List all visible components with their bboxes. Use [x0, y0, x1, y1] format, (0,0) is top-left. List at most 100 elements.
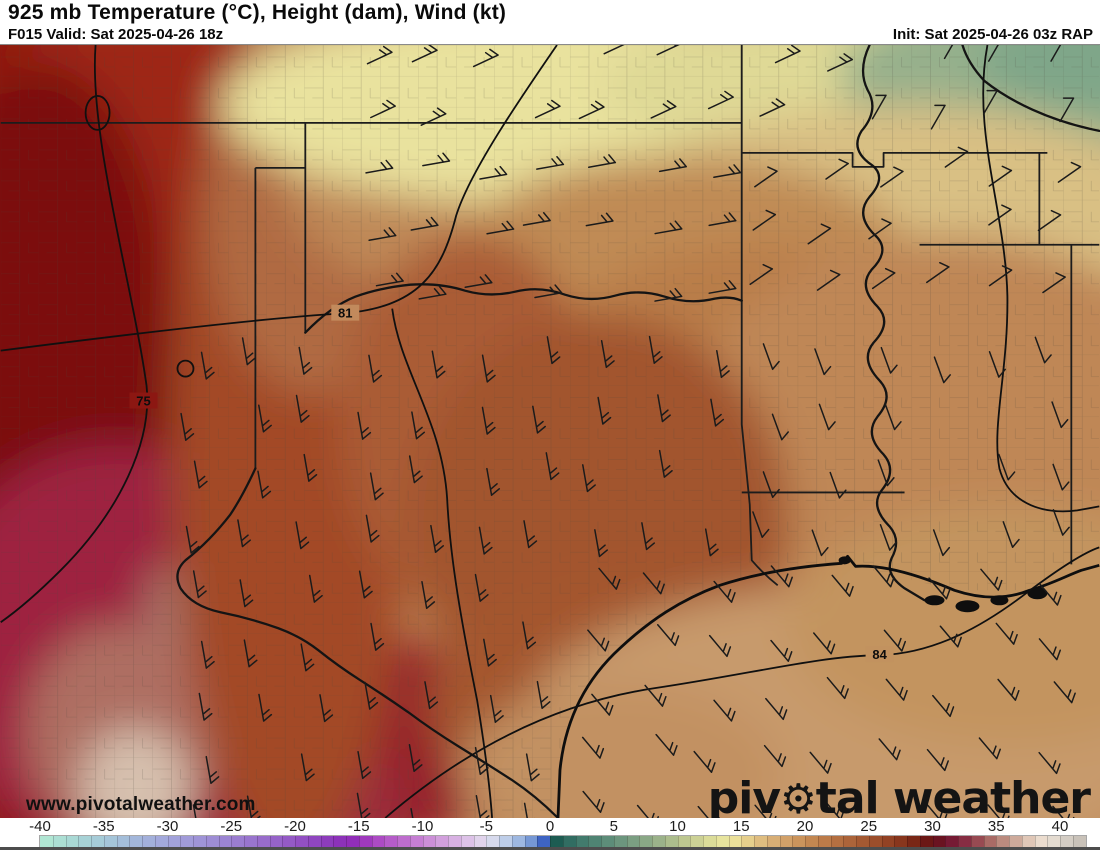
colorbar-tick: -20 [284, 818, 306, 835]
colorbar-segment [588, 836, 601, 847]
colorbar-segment [958, 836, 971, 847]
colorbar-segment [715, 836, 729, 847]
colorbar [39, 835, 1087, 848]
colorbar-segment [244, 836, 257, 847]
colorbar-segment [269, 836, 283, 847]
colorbar-tick: 35 [987, 818, 1005, 835]
colorbar-segment [1060, 836, 1073, 847]
colorbar-segment [1009, 836, 1022, 847]
colorbar-segment [562, 836, 576, 847]
colorbar-tick: 30 [924, 818, 941, 835]
colorbar-segment [193, 836, 206, 847]
colorbar-segment [167, 836, 181, 847]
weather-map: 75 81 84 [0, 45, 1100, 818]
colorbar-segment [881, 836, 895, 847]
colorbar-tick: 5 [609, 818, 618, 835]
colorbar-segment [91, 836, 104, 847]
colorbar-segment [282, 836, 295, 847]
colorbar-segment [601, 836, 614, 847]
rio-grande [176, 467, 560, 818]
colorbar-segment [652, 836, 665, 847]
colorbar-segment [422, 836, 436, 847]
ohio-river [961, 45, 1100, 133]
height-contours [0, 45, 1100, 818]
colorbar-segment [524, 836, 538, 847]
gulf-coastline [556, 554, 1100, 818]
red-river [304, 283, 743, 334]
colorbar-segment [52, 836, 66, 847]
svg-text:75: 75 [136, 394, 150, 409]
colorbar-segment [1072, 836, 1086, 847]
colorbar-tick: -25 [220, 818, 243, 835]
colorbar-tick: -5 [479, 818, 493, 835]
colorbar-segment [142, 836, 155, 847]
colorbar-segment [805, 836, 818, 847]
colorbar-segment [218, 836, 232, 847]
colorbar-segment [346, 836, 359, 847]
colorbar-segment [384, 836, 397, 847]
pivotal-weather-logo: piv⚙tal weather [707, 773, 1091, 824]
colorbar-segment [894, 836, 907, 847]
colorbar-segment [358, 836, 372, 847]
colorbar-segment [231, 836, 244, 847]
colorbar-segment [754, 836, 767, 847]
colorbar-tick: -35 [92, 818, 115, 835]
contour-label-75: 75 [129, 392, 158, 409]
contour-label-81: 81 [331, 304, 360, 321]
colorbar-tick: 0 [545, 818, 555, 835]
wind-barbs [180, 45, 1082, 818]
map-area: 75 81 84 www.pivotalweather.com piv⚙tal … [0, 44, 1100, 824]
colorbar-segment [40, 836, 53, 847]
colorbar-segment [983, 836, 997, 847]
colorbar-segment [205, 836, 219, 847]
colorbar-segment [843, 836, 856, 847]
forecast-valid-label: F015 Valid: Sat 2025-04-26 18z [8, 26, 224, 43]
colorbar-segment [256, 836, 270, 847]
header: 925 mb Temperature (°C), Height (dam), W… [0, 0, 1100, 44]
colorbar-segment [460, 836, 474, 847]
colorbar-segment [371, 836, 385, 847]
colorbar-segment [103, 836, 117, 847]
colorbar-segment [868, 836, 882, 847]
svg-text:81: 81 [338, 306, 352, 321]
watermark: www.pivotalweather.com [26, 794, 256, 815]
colorbar-tick: 25 [860, 818, 878, 835]
colorbar-segment [65, 836, 79, 847]
colorbar-segment [945, 836, 958, 847]
colorbar-footer: -40 -35 -30 -25 -20 -15 -10 -5 0 5 10 15 20 25 30 35 40 [0, 818, 1100, 850]
colorbar-tick: 40 [1051, 818, 1069, 835]
colorbar-segment [690, 836, 703, 847]
colorbar-segment [78, 836, 91, 847]
colorbar-segment [116, 836, 130, 847]
colorbar-segment [473, 836, 487, 847]
colorbar-segment [741, 836, 754, 847]
colorbar-tick: -30 [156, 818, 179, 835]
colorbar-segment [180, 836, 193, 847]
colorbar-segment [664, 836, 678, 847]
colorbar-segment [766, 836, 780, 847]
colorbar-segment [677, 836, 691, 847]
colorbar-segment [626, 836, 640, 847]
colorbar-tick: -10 [411, 818, 434, 835]
colorbar-segment [129, 836, 142, 847]
colorbar-segment [486, 836, 499, 847]
mississippi-river [856, 45, 926, 602]
colorbar-segment [1021, 836, 1035, 847]
colorbar-segment [932, 836, 946, 847]
colorbar-segment [511, 836, 525, 847]
colorbar-tick: -15 [347, 818, 370, 835]
colorbar-segment [575, 836, 589, 847]
rivers [176, 45, 1100, 818]
colorbar-segment [919, 836, 933, 847]
colorbar-segment [550, 836, 563, 847]
colorbar-segment [856, 836, 869, 847]
colorbar-segment [409, 836, 423, 847]
colorbar-segment [728, 836, 742, 847]
init-label: Init: Sat 2025-04-26 03z RAP [892, 26, 1093, 43]
colorbar-segment [907, 836, 920, 847]
contour-label-84: 84 [865, 646, 894, 662]
colorbar-segment [537, 836, 550, 847]
colorbar-segment [1034, 836, 1048, 847]
colorbar-segment [397, 836, 410, 847]
